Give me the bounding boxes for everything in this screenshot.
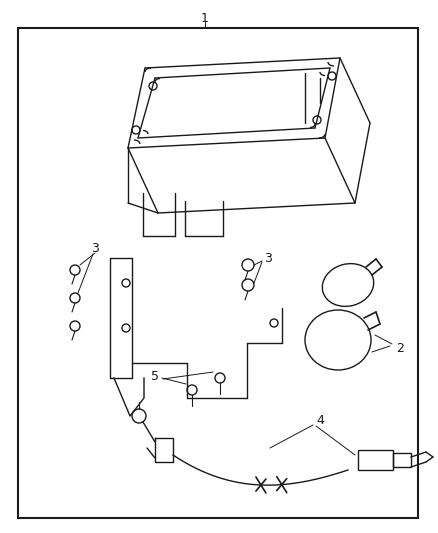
Text: 4: 4 xyxy=(316,414,324,426)
Bar xyxy=(393,453,411,467)
Text: 3: 3 xyxy=(91,241,99,254)
Text: 5: 5 xyxy=(151,369,159,383)
Text: 2: 2 xyxy=(396,342,404,354)
Text: 3: 3 xyxy=(264,252,272,264)
Text: 1: 1 xyxy=(201,12,209,25)
Bar xyxy=(358,450,393,470)
